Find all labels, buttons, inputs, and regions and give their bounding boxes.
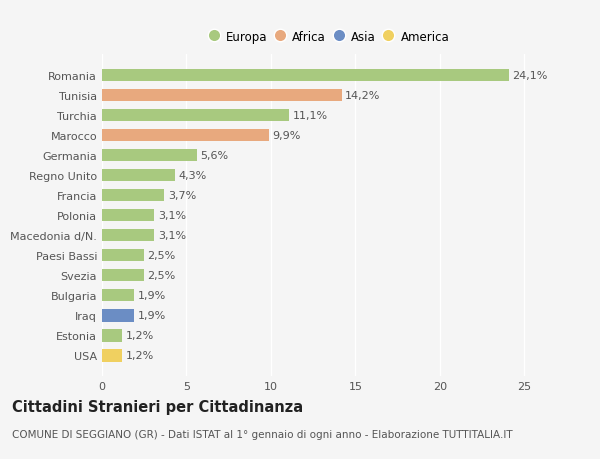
- Bar: [102, 210, 154, 222]
- Text: 9,9%: 9,9%: [272, 131, 301, 141]
- Bar: [102, 269, 144, 282]
- Text: 1,9%: 1,9%: [137, 291, 166, 301]
- Text: 2,5%: 2,5%: [148, 251, 176, 261]
- Text: 1,9%: 1,9%: [137, 311, 166, 321]
- Bar: [102, 129, 269, 142]
- Bar: [102, 349, 122, 362]
- Text: 1,2%: 1,2%: [125, 351, 154, 361]
- Bar: [102, 309, 134, 322]
- Bar: [102, 150, 197, 162]
- Text: 3,7%: 3,7%: [168, 191, 196, 201]
- Text: 3,1%: 3,1%: [158, 211, 186, 221]
- Bar: [102, 230, 154, 242]
- Text: 2,5%: 2,5%: [148, 271, 176, 280]
- Text: 4,3%: 4,3%: [178, 171, 206, 181]
- Bar: [102, 330, 122, 342]
- Text: 3,1%: 3,1%: [158, 231, 186, 241]
- Text: COMUNE DI SEGGIANO (GR) - Dati ISTAT al 1° gennaio di ogni anno - Elaborazione T: COMUNE DI SEGGIANO (GR) - Dati ISTAT al …: [12, 429, 512, 439]
- Text: 14,2%: 14,2%: [345, 91, 380, 101]
- Legend: Europa, Africa, Asia, America: Europa, Africa, Asia, America: [208, 28, 452, 46]
- Text: 11,1%: 11,1%: [293, 111, 328, 121]
- Text: 24,1%: 24,1%: [512, 71, 548, 81]
- Bar: [102, 90, 342, 102]
- Bar: [102, 190, 164, 202]
- Bar: [102, 250, 144, 262]
- Text: 1,2%: 1,2%: [125, 330, 154, 341]
- Bar: [102, 70, 509, 82]
- Text: Cittadini Stranieri per Cittadinanza: Cittadini Stranieri per Cittadinanza: [12, 399, 303, 414]
- Bar: [102, 169, 175, 182]
- Bar: [102, 290, 134, 302]
- Bar: [102, 110, 289, 122]
- Text: 5,6%: 5,6%: [200, 151, 228, 161]
